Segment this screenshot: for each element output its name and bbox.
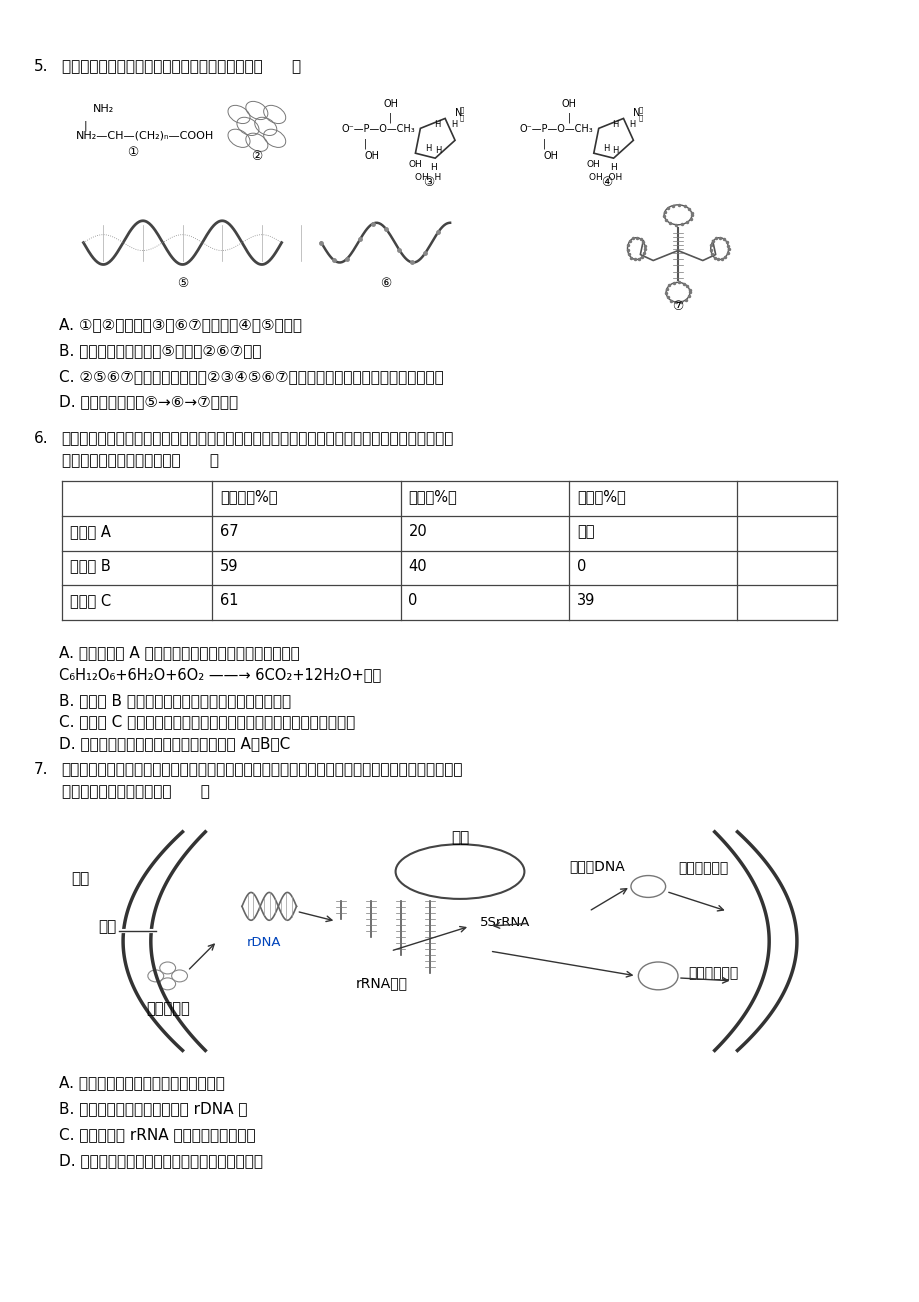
Text: 核膜: 核膜 xyxy=(72,871,90,887)
Text: H: H xyxy=(435,146,441,155)
Text: 核糖体蛋白: 核糖体蛋白 xyxy=(145,1001,189,1016)
Text: C. 细胞器 C 中进行的生理过程有水产生，产生的水中的氢来自于氨基: C. 细胞器 C 中进行的生理过程有水产生，产生的水中的氢来自于氨基 xyxy=(59,715,355,729)
Text: NH₂: NH₂ xyxy=(93,104,115,113)
Text: 脂质（%）: 脂质（%） xyxy=(408,490,457,504)
Text: 细胞器 C: 细胞器 C xyxy=(70,594,110,608)
Text: C₆H₁₂O₆+6H₂O+6O₂ ——→ 6CO₂+12H₂O+能量: C₆H₁₂O₆+6H₂O+6O₂ ——→ 6CO₂+12H₂O+能量 xyxy=(59,667,380,682)
Text: 核仁: 核仁 xyxy=(450,829,469,845)
Text: 基: 基 xyxy=(460,115,464,121)
Text: OH: OH xyxy=(365,151,380,161)
Text: 67: 67 xyxy=(220,523,239,539)
Text: OH: OH xyxy=(408,160,422,169)
Text: 0: 0 xyxy=(576,559,585,574)
Text: 核孔: 核孔 xyxy=(98,919,117,935)
Text: |: | xyxy=(567,112,570,122)
Text: 如图表示各种物质的结构图，相关叙述正确的是（      ）: 如图表示各种物质的结构图，相关叙述正确的是（ ） xyxy=(62,59,301,74)
Text: A. 如果细胞器 A 是线粒体，其中能完成的生理过程是：: A. 如果细胞器 A 是线粒体，其中能完成的生理过程是： xyxy=(59,644,299,660)
Text: 7.: 7. xyxy=(34,762,49,777)
Text: 61: 61 xyxy=(220,594,238,608)
Text: 核糖体小亚基: 核糖体小亚基 xyxy=(677,862,728,876)
Text: |: | xyxy=(364,138,367,148)
Text: ①: ① xyxy=(127,146,139,159)
Text: 基: 基 xyxy=(638,115,641,121)
Text: D. 蓝藻细胞和该细胞相比较，没有细胞器 A、B、C: D. 蓝藻细胞和该细胞相比较，没有细胞器 A、B、C xyxy=(59,737,289,751)
Text: OH  H: OH H xyxy=(415,173,441,182)
Text: 碱: 碱 xyxy=(460,107,464,113)
Text: |: | xyxy=(389,112,391,122)
Text: H    H: H H xyxy=(435,120,458,129)
Text: |: | xyxy=(542,138,545,148)
Text: ③: ③ xyxy=(422,176,434,189)
Text: 核酸（%）: 核酸（%） xyxy=(576,490,625,504)
Text: H: H xyxy=(602,145,608,154)
Text: 6.: 6. xyxy=(34,431,49,447)
Text: OH: OH xyxy=(586,160,600,169)
Text: B. 细胞器 B 只含有蛋白质和脂质，说明其具有膜结构: B. 细胞器 B 只含有蛋白质和脂质，说明其具有膜结构 xyxy=(59,693,290,708)
Text: N: N xyxy=(455,108,462,118)
Text: 微量: 微量 xyxy=(576,523,594,539)
Text: 意图，相关叙述正确的是（      ）: 意图，相关叙述正确的是（ ） xyxy=(62,784,210,799)
Text: C. 核仁是合成 rRNA 和核糖体蛋白的场所: C. 核仁是合成 rRNA 和核糖体蛋白的场所 xyxy=(59,1128,255,1142)
Text: 核仁外DNA: 核仁外DNA xyxy=(568,859,624,874)
Text: OH: OH xyxy=(382,99,398,108)
Text: B. 同一生物不同细胞中⑤相同，②⑥⑦不同: B. 同一生物不同细胞中⑤相同，②⑥⑦不同 xyxy=(59,342,261,358)
Text: ⑥: ⑥ xyxy=(380,277,391,290)
Text: H: H xyxy=(612,146,618,155)
Text: N: N xyxy=(632,108,641,118)
Text: 将某植物细胞各部分结构用差速离心法分离后，取其中三种细胞器测定它们有机物的含量如下表所: 将某植物细胞各部分结构用差速离心法分离后，取其中三种细胞器测定它们有机物的含量如… xyxy=(62,431,453,447)
Text: H    H: H H xyxy=(612,120,635,129)
Text: 40: 40 xyxy=(408,559,426,574)
Text: D. 细胞中只能发生⑤→⑥→⑦的过程: D. 细胞中只能发生⑤→⑥→⑦的过程 xyxy=(59,395,237,410)
Text: 碱: 碱 xyxy=(638,107,641,113)
Text: 5SrRNA: 5SrRNA xyxy=(480,917,529,930)
Text: 5.: 5. xyxy=(34,59,49,74)
Text: 细胞器 A: 细胞器 A xyxy=(70,523,110,539)
Text: D. 核糖体亚基在细胞核中装配完成后由核孔运出: D. 核糖体亚基在细胞核中装配完成后由核孔运出 xyxy=(59,1152,263,1168)
Text: O⁻—P—O—CH₃: O⁻—P—O—CH₃ xyxy=(519,125,593,134)
Text: 20: 20 xyxy=(408,523,426,539)
Text: 示．以下有关说法正确的是（      ）: 示．以下有关说法正确的是（ ） xyxy=(62,453,219,469)
Text: H: H xyxy=(610,163,617,172)
Text: B. 细胞的遗传信息主要储存于 rDNA 中: B. 细胞的遗传信息主要储存于 rDNA 中 xyxy=(59,1101,247,1116)
Text: 完整的核糖体由大、小两个亚基组成。如图为真核细胞核糖体大、小亚基的合成、装配及运输过程示: 完整的核糖体由大、小两个亚基组成。如图为真核细胞核糖体大、小亚基的合成、装配及运… xyxy=(62,762,462,777)
Text: 39: 39 xyxy=(576,594,595,608)
Text: C. ②⑤⑥⑦属于生物大分子，②③④⑤⑥⑦可以存在于叶绿体、线粒体、细胞核中: C. ②⑤⑥⑦属于生物大分子，②③④⑤⑥⑦可以存在于叶绿体、线粒体、细胞核中 xyxy=(59,368,443,384)
Text: OH: OH xyxy=(542,151,558,161)
Text: 细胞器 B: 细胞器 B xyxy=(70,559,110,574)
Text: A. ①是②的单体，③是⑥⑦的单体，④是⑤的单体: A. ①是②的单体，③是⑥⑦的单体，④是⑤的单体 xyxy=(59,318,301,332)
Text: A. 如图所示过程可发生在有丝分裂中期: A. 如图所示过程可发生在有丝分裂中期 xyxy=(59,1075,224,1090)
Text: ④: ④ xyxy=(600,176,612,189)
Text: H: H xyxy=(425,145,431,154)
Text: OH  OH: OH OH xyxy=(588,173,621,182)
Text: 核糖体大亚基: 核糖体大亚基 xyxy=(687,966,737,980)
Text: rDNA: rDNA xyxy=(246,936,281,949)
Text: 59: 59 xyxy=(220,559,238,574)
Text: ②: ② xyxy=(251,150,262,163)
Text: 蛋白质（%）: 蛋白质（%） xyxy=(220,490,278,504)
Text: |: | xyxy=(84,120,87,132)
Text: H: H xyxy=(430,163,437,172)
Text: O⁻—P—O—CH₃: O⁻—P—O—CH₃ xyxy=(341,125,414,134)
Text: OH: OH xyxy=(561,99,576,108)
Text: ⑦: ⑦ xyxy=(672,301,683,314)
Text: rRNA前体: rRNA前体 xyxy=(356,976,407,990)
Text: NH₂—CH—(CH₂)ₙ—COOH: NH₂—CH—(CH₂)ₙ—COOH xyxy=(75,130,213,141)
Text: ⑤: ⑤ xyxy=(176,277,188,290)
Text: 0: 0 xyxy=(408,594,417,608)
